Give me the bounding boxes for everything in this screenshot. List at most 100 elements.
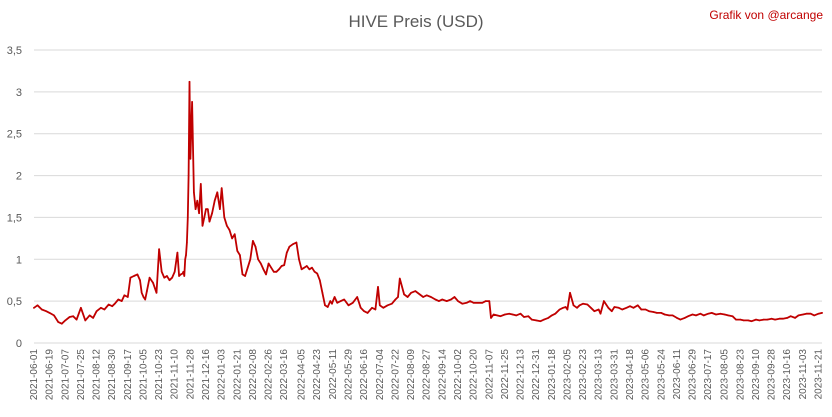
data-point: [485, 300, 487, 302]
data-point: [359, 307, 362, 309]
data-point: [211, 212, 213, 214]
data-point: [511, 313, 514, 316]
data-point: [114, 302, 116, 305]
data-point: [295, 241, 298, 244]
data-point: [821, 312, 823, 314]
data-point: [648, 310, 650, 313]
x-tick-label: 2021-11-10: [170, 349, 181, 400]
x-tick-label: 2021-06-01: [29, 349, 40, 401]
data-point: [523, 316, 525, 318]
data-point: [72, 315, 74, 318]
x-tick-label: 2022-09-14: [437, 349, 448, 401]
data-point: [231, 237, 233, 240]
x-tick-label: 2023-05-24: [656, 349, 667, 401]
data-point: [508, 312, 511, 315]
y-tick-label: 3,5: [7, 45, 22, 57]
data-point: [515, 314, 517, 317]
data-point: [499, 315, 502, 318]
y-tick-label: 1: [16, 254, 22, 266]
data-point: [273, 271, 275, 273]
x-tick-label: 2022-06-16: [359, 349, 370, 401]
data-point: [249, 258, 252, 261]
data-point: [120, 300, 123, 302]
data-point: [160, 271, 163, 273]
data-point: [257, 258, 259, 261]
data-point: [262, 268, 265, 271]
data-point: [699, 312, 702, 315]
data-point: [727, 314, 729, 317]
data-point: [755, 318, 757, 321]
data-point: [719, 312, 722, 315]
data-point: [477, 302, 479, 304]
data-point: [183, 275, 186, 277]
data-point: [763, 318, 765, 321]
data-point: [535, 319, 537, 322]
data-point: [566, 308, 569, 311]
x-axis-ticks: 2021-06-01 2021-06-19 2021-07-07 2021-07-25…: [29, 349, 825, 401]
x-tick-label: 2022-03-16: [279, 349, 290, 401]
data-point: [182, 271, 185, 273]
data-point: [547, 317, 550, 319]
data-point: [723, 313, 726, 316]
data-point: [196, 199, 199, 202]
data-point: [457, 300, 459, 302]
data-point: [802, 313, 804, 316]
gridlines: [34, 49, 822, 344]
data-point: [352, 302, 354, 304]
data-point: [766, 318, 769, 321]
data-point: [180, 273, 182, 276]
data-point: [640, 308, 643, 311]
data-point: [136, 273, 139, 276]
data-point: [750, 320, 753, 323]
data-point: [292, 243, 294, 245]
data-point: [695, 314, 697, 317]
data-point: [207, 208, 209, 210]
x-tick-label: 2021-07-25: [76, 349, 87, 401]
data-point: [171, 276, 173, 279]
data-point: [331, 302, 333, 305]
data-point: [254, 245, 257, 248]
data-point: [382, 307, 385, 309]
y-tick-label: 2,5: [7, 129, 22, 141]
data-point: [148, 276, 151, 279]
x-tick-label: 2023-07-17: [703, 349, 714, 401]
data-point: [576, 307, 578, 309]
x-tick-label: 2021-10-05: [138, 349, 149, 401]
x-tick-label: 2022-12-13: [516, 349, 527, 401]
data-point: [219, 208, 221, 210]
y-tick-label: 2: [16, 171, 22, 183]
series-line: [33, 80, 823, 325]
data-point: [332, 300, 334, 302]
data-point: [739, 318, 742, 321]
data-point: [336, 302, 339, 304]
data-point: [187, 216, 189, 219]
data-point: [181, 272, 184, 275]
data-point: [267, 262, 270, 265]
data-point: [450, 298, 452, 301]
data-point: [554, 312, 557, 315]
data-point: [68, 316, 71, 318]
data-point: [445, 300, 448, 302]
data-point: [656, 312, 658, 314]
series-layer: [33, 80, 823, 325]
data-point: [228, 229, 231, 231]
data-point: [356, 296, 359, 298]
data-point: [597, 308, 600, 311]
data-point: [652, 311, 655, 313]
data-point: [441, 298, 444, 301]
x-tick-label: 2022-02-26: [264, 349, 275, 401]
data-point: [430, 296, 432, 298]
x-tick-label: 2021-08-30: [107, 349, 118, 401]
data-point: [184, 258, 186, 261]
data-point: [223, 216, 226, 219]
data-point: [453, 296, 456, 298]
data-point: [198, 212, 200, 214]
data-point: [155, 292, 158, 294]
data-point: [660, 312, 663, 314]
data-point: [146, 290, 148, 292]
data-point: [663, 313, 666, 316]
data-point: [166, 275, 168, 277]
data-point: [461, 302, 464, 305]
data-point: [339, 300, 342, 302]
